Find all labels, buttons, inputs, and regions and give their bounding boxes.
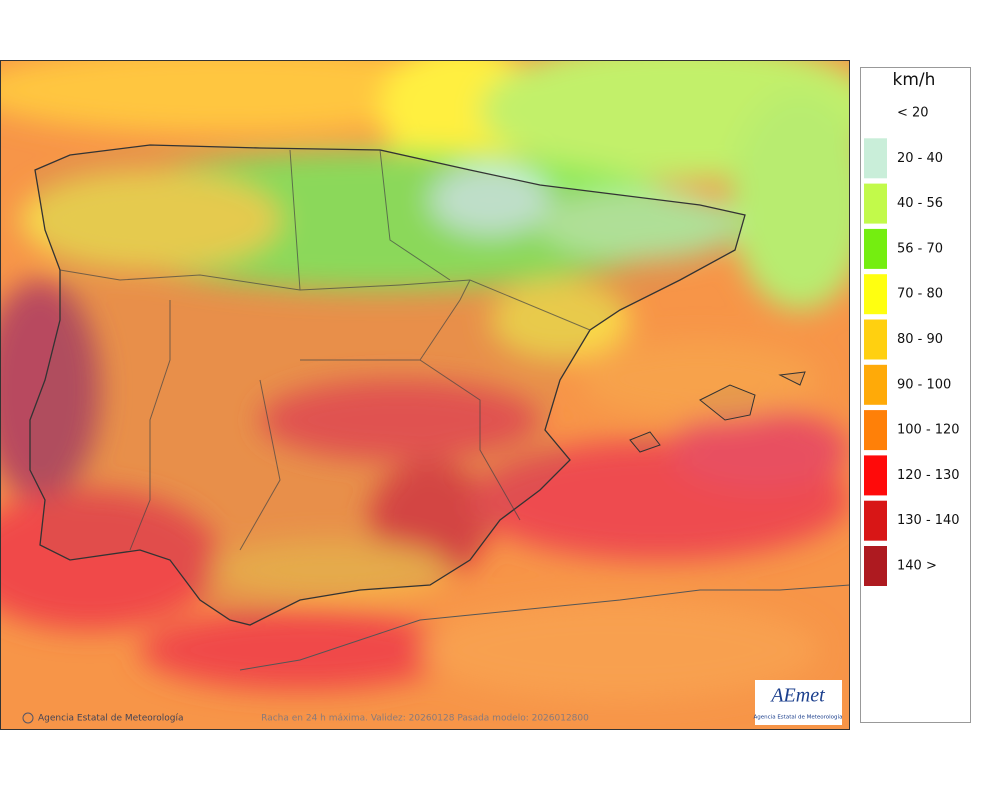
legend-swatch — [864, 319, 887, 360]
region-borders — [59, 149, 591, 551]
map-frame — [0, 60, 850, 730]
legend-label: 70 - 80 — [897, 287, 943, 302]
wind-map — [0, 60, 850, 730]
legend-swatch — [864, 274, 887, 315]
coastline — [29, 144, 746, 626]
logo-subtitle: Agencia Estatal de Meteorología — [754, 714, 843, 721]
africa-coast — [239, 584, 850, 671]
legend-title: km/h — [893, 70, 936, 90]
legend-swatch — [864, 410, 887, 451]
legend-swatch — [864, 455, 887, 496]
credit: Agencia Estatal de Meteorología — [38, 714, 184, 724]
islands — [629, 371, 806, 453]
legend-label: 90 - 100 — [897, 377, 951, 392]
legend-swatch — [864, 228, 887, 269]
caption: Racha en 24 h máxima. Validez: 20260128 … — [261, 714, 589, 724]
legend-label: 120 - 130 — [897, 468, 960, 483]
legend-swatch — [864, 183, 887, 224]
legend-label: 56 - 70 — [897, 241, 943, 256]
legend-swatch — [864, 546, 887, 586]
legend-label: 40 - 56 — [897, 196, 943, 211]
legend-label: 20 - 40 — [897, 151, 943, 166]
legend-swatch — [864, 500, 887, 541]
legend-swatch — [864, 138, 887, 179]
logo: AEmet — [769, 685, 825, 707]
legend-label: 140 > — [897, 559, 937, 574]
legend-label: < 20 — [897, 106, 929, 121]
copyright-icon — [22, 712, 34, 724]
legend-label: 130 - 140 — [897, 513, 960, 528]
legend-label: 80 - 90 — [897, 332, 943, 347]
legend-label: 100 - 120 — [897, 423, 960, 438]
logo-box — [755, 680, 842, 725]
legend-swatch — [864, 364, 887, 405]
